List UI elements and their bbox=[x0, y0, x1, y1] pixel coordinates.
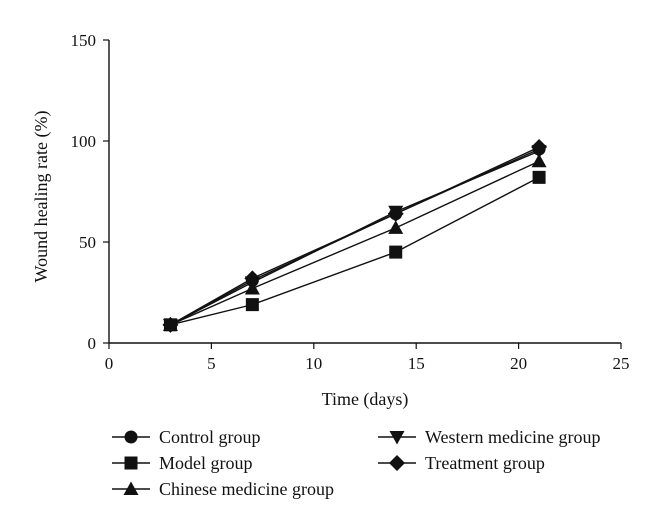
legend-item: Control group bbox=[112, 427, 261, 447]
legend-marker-triangle-up bbox=[123, 481, 139, 495]
series-line bbox=[170, 146, 540, 326]
legend-label: Control group bbox=[159, 427, 261, 447]
y-tick-label: 0 bbox=[88, 334, 97, 353]
data-point-diamond bbox=[531, 139, 548, 156]
axes: 0 5 10 15 20 25 0 50 100 150 Time (days) Wound heal… bbox=[31, 31, 630, 410]
y-tick-label: 150 bbox=[71, 31, 97, 50]
legend-label: Model group bbox=[159, 453, 253, 473]
legend-marker-diamond bbox=[389, 455, 405, 471]
x-tick-label: 10 bbox=[305, 354, 322, 373]
series-line bbox=[170, 176, 540, 326]
series-line bbox=[170, 148, 540, 326]
legend-marker-circle bbox=[124, 430, 138, 444]
y-tick-label: 100 bbox=[71, 132, 97, 151]
data-point-diamond bbox=[162, 316, 179, 333]
series-western-medicine-group bbox=[162, 145, 547, 333]
series-line bbox=[170, 150, 540, 326]
data-point-square bbox=[389, 245, 403, 259]
data-point-diamond bbox=[244, 270, 261, 287]
data-point-diamond bbox=[387, 205, 404, 222]
data-point-triangle-up bbox=[388, 220, 404, 234]
series-chinese-medicine-group bbox=[162, 153, 547, 331]
legend-item: Western medicine group bbox=[378, 427, 601, 447]
data-point-square bbox=[532, 170, 546, 184]
legend-label: Western medicine group bbox=[425, 427, 601, 447]
legend-item: Chinese medicine group bbox=[112, 479, 334, 499]
legend-label: Chinese medicine group bbox=[159, 479, 334, 499]
x-tick-label: 15 bbox=[408, 354, 425, 373]
legend-marker-triangle-down bbox=[389, 431, 405, 445]
legend-item: Treatment group bbox=[378, 453, 545, 473]
y-axis-title: Wound healing rate (%) bbox=[31, 111, 52, 283]
legend: Control group Model group Chinese medicine… bbox=[112, 427, 601, 499]
series-model-group bbox=[163, 170, 546, 332]
x-tick-label: 25 bbox=[613, 354, 630, 373]
x-tick-label: 20 bbox=[510, 354, 527, 373]
series-treatment-group bbox=[162, 139, 548, 333]
data-point-square bbox=[245, 298, 259, 312]
x-tick-label: 5 bbox=[207, 354, 216, 373]
series-layer bbox=[162, 139, 548, 333]
legend-marker-square bbox=[124, 456, 138, 470]
x-axis-title: Time (days) bbox=[322, 389, 409, 410]
x-tick-label: 0 bbox=[105, 354, 114, 373]
data-point-triangle-up bbox=[531, 153, 547, 168]
series-line bbox=[170, 160, 540, 326]
legend-label: Treatment group bbox=[425, 453, 545, 473]
y-tick-label: 50 bbox=[79, 233, 96, 252]
legend-item: Model group bbox=[112, 453, 253, 473]
